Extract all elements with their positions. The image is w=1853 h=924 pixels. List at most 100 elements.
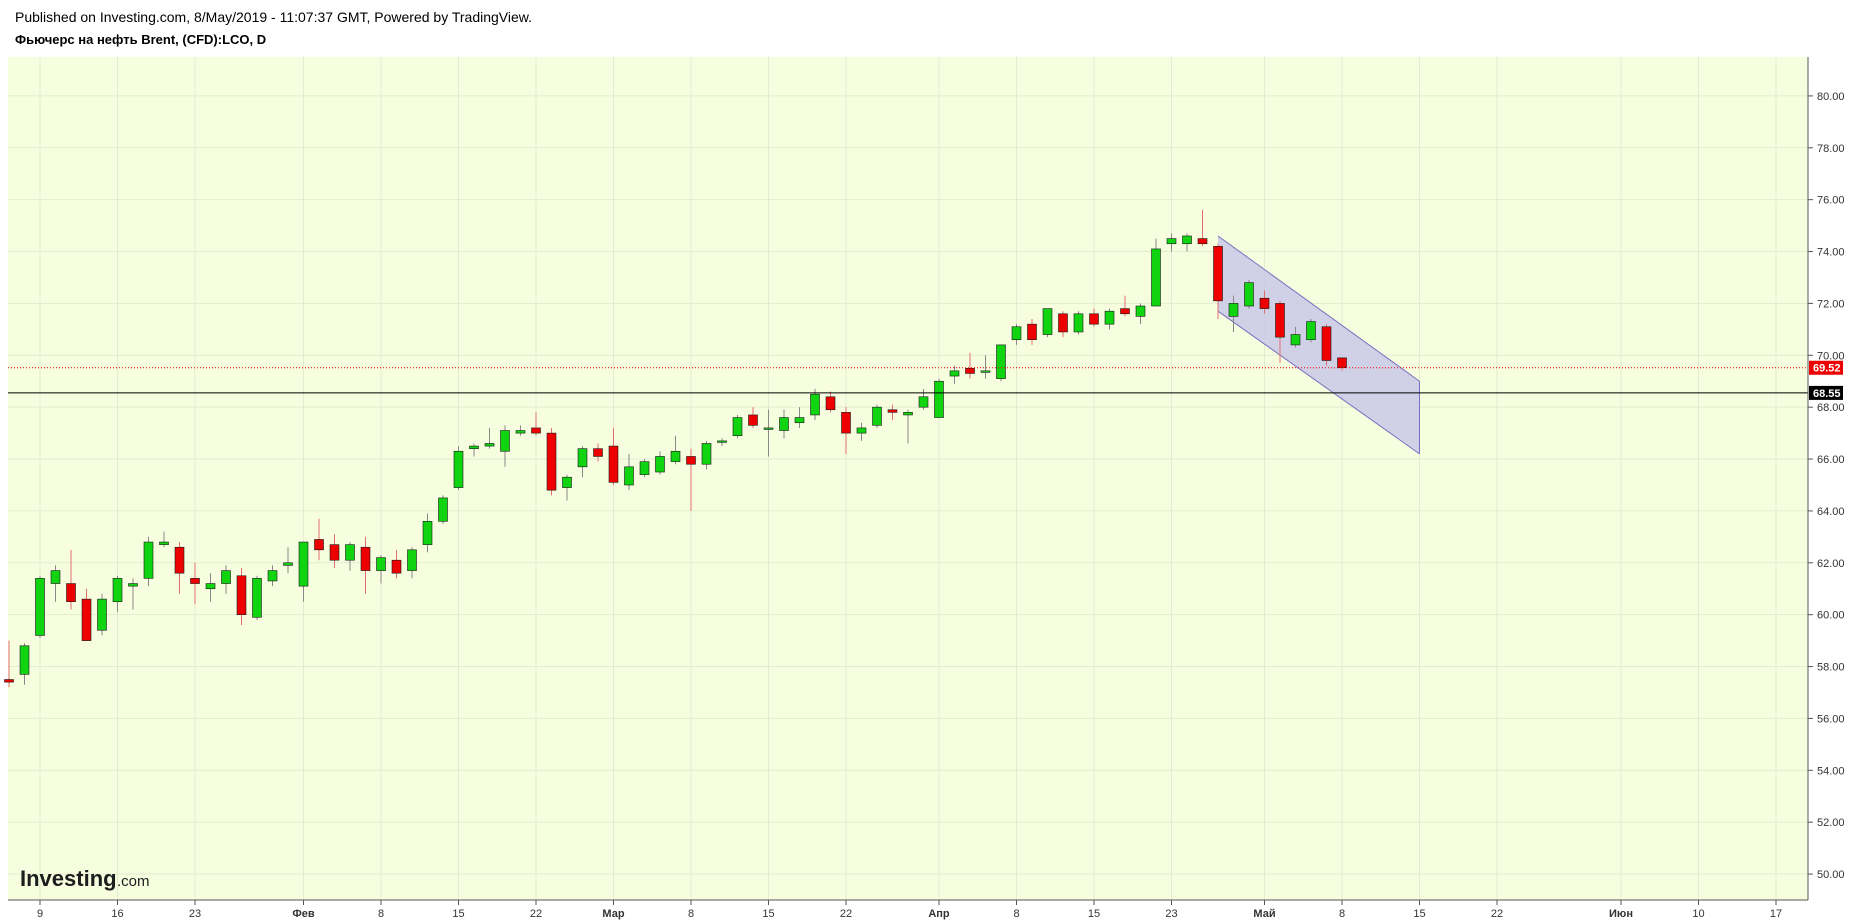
candle-body-down bbox=[1259, 297, 1270, 309]
candle bbox=[531, 412, 541, 436]
candle-body-up bbox=[1073, 313, 1084, 333]
candle-body-up bbox=[438, 497, 448, 522]
candle-body-up bbox=[1042, 308, 1053, 335]
candle-body-down bbox=[314, 539, 324, 551]
candle bbox=[190, 562, 200, 605]
time-tick-label: 8 bbox=[1013, 908, 1019, 920]
candle-body-up bbox=[1182, 235, 1192, 245]
candle-body-down bbox=[190, 578, 200, 584]
price-tick-label: 74.00 bbox=[1817, 247, 1845, 259]
candle-body-up bbox=[872, 406, 882, 426]
time-tick-label: 22 bbox=[1491, 908, 1503, 920]
candle bbox=[608, 427, 619, 485]
published-caption: Published on Investing.com, 8/May/2019 -… bbox=[15, 9, 532, 25]
candle bbox=[1073, 311, 1084, 335]
candle bbox=[903, 409, 913, 444]
candle-body-up bbox=[50, 570, 61, 584]
candle bbox=[1197, 210, 1208, 247]
candle bbox=[965, 352, 975, 379]
candle-body-up bbox=[97, 598, 107, 631]
candle bbox=[562, 474, 572, 501]
candle-body-up bbox=[980, 370, 991, 373]
candle-body-up bbox=[128, 583, 138, 587]
price-tick-label: 56.00 bbox=[1817, 713, 1845, 725]
candle-body-up bbox=[453, 450, 464, 488]
candle-body-up bbox=[1228, 303, 1239, 317]
candle bbox=[593, 443, 603, 462]
candle bbox=[872, 404, 882, 428]
candle-body-up bbox=[670, 450, 681, 462]
candle bbox=[1244, 280, 1254, 309]
candle-body-up bbox=[1290, 334, 1301, 346]
candle bbox=[670, 435, 681, 465]
price-tick-label: 50.00 bbox=[1817, 869, 1845, 881]
candle bbox=[329, 534, 340, 568]
time-tick-label: 23 bbox=[1165, 908, 1177, 920]
price-tick-label: 76.00 bbox=[1817, 195, 1845, 207]
price-tick-label: 68.00 bbox=[1817, 402, 1845, 414]
candle-body-down bbox=[174, 546, 185, 574]
candle bbox=[1182, 233, 1192, 252]
candle bbox=[1042, 308, 1053, 338]
candle bbox=[748, 407, 758, 428]
candle bbox=[825, 391, 836, 413]
candle bbox=[1306, 318, 1316, 343]
candle-body-up bbox=[500, 430, 510, 452]
candle-body-up bbox=[19, 645, 30, 675]
candle-body-up bbox=[1244, 282, 1254, 307]
candle bbox=[980, 355, 991, 379]
candle bbox=[50, 565, 61, 602]
candle-body-up bbox=[298, 541, 309, 587]
candle bbox=[221, 565, 231, 594]
candle bbox=[143, 536, 154, 587]
candle bbox=[484, 427, 495, 449]
candle bbox=[934, 378, 944, 418]
candle-body-up bbox=[577, 448, 588, 468]
logo-suffix: .com bbox=[117, 873, 150, 890]
candle-body-down bbox=[593, 448, 603, 457]
candle-body-up bbox=[1135, 305, 1146, 317]
candle bbox=[1213, 243, 1223, 319]
time-axis[interactable]: 9 16 23 Фев 8 15 22 Мар 8 15 22 Апр 8 15 23 Май 8 15 22 Июн… bbox=[37, 900, 1782, 920]
candle-body-up bbox=[562, 476, 572, 488]
price-tick-label: 58.00 bbox=[1817, 662, 1845, 674]
candle-body-up bbox=[221, 570, 231, 584]
time-tick-label: 23 bbox=[189, 908, 201, 920]
candle-body-down bbox=[841, 412, 851, 434]
candle-body-up bbox=[143, 541, 154, 579]
time-tick-label: 22 bbox=[840, 908, 852, 920]
candle-body-down bbox=[608, 445, 619, 483]
candle-body-up bbox=[1151, 248, 1161, 307]
candle-body-down bbox=[1321, 326, 1332, 361]
candle-body-up bbox=[376, 557, 386, 571]
regression-channel[interactable] bbox=[1217, 235, 1420, 455]
price-axis[interactable]: 50.00 52.00 54.00 56.00 58.00 60.00 62.00 64.00… bbox=[1808, 91, 1845, 881]
candle bbox=[686, 448, 696, 511]
candle-body-up bbox=[112, 578, 123, 603]
candle bbox=[438, 495, 448, 524]
candle bbox=[624, 453, 634, 491]
time-tick-label: Мар bbox=[602, 908, 624, 920]
candle bbox=[717, 438, 727, 447]
price-tick-label: 78.00 bbox=[1817, 143, 1845, 155]
candle bbox=[252, 575, 262, 620]
candle bbox=[174, 542, 185, 594]
candle-body-up bbox=[903, 412, 913, 416]
candle-body-down bbox=[1213, 246, 1223, 302]
candle-body-up bbox=[252, 578, 262, 618]
plot-area[interactable] bbox=[8, 57, 1808, 900]
time-tick-label: Апр bbox=[928, 908, 950, 920]
candle-body-up bbox=[732, 417, 743, 437]
candle bbox=[81, 588, 92, 641]
time-tick-label: 17 bbox=[1770, 908, 1782, 920]
candle bbox=[1275, 300, 1285, 364]
candle-body-down bbox=[329, 544, 340, 561]
candle-body-down bbox=[360, 546, 371, 571]
candle-body-up bbox=[934, 380, 944, 418]
candle bbox=[391, 549, 402, 579]
candle bbox=[732, 414, 743, 439]
time-tick-label: 8 bbox=[688, 908, 694, 920]
price-tick-label: 54.00 bbox=[1817, 765, 1845, 777]
time-tick-label: 15 bbox=[1413, 908, 1425, 920]
